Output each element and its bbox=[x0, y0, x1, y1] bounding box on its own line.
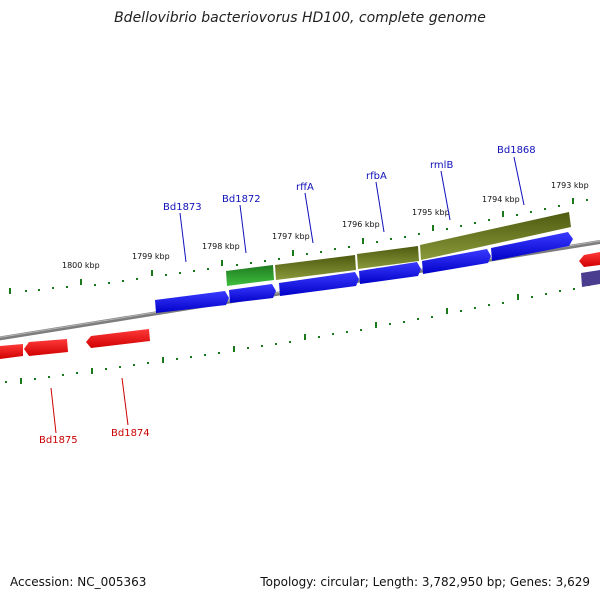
leader-line-Bd1868 bbox=[513, 156, 525, 206]
gene-label-rfbA[interactable]: rfbA bbox=[366, 171, 387, 182]
leader-line-Bd1873 bbox=[179, 212, 187, 263]
tick-label-1796: 1796 kbp bbox=[342, 220, 380, 229]
gene-arrow-partial-right[interactable] bbox=[581, 270, 600, 287]
gene-arrow-Bd1873[interactable] bbox=[155, 291, 229, 313]
gene-arrow-Bd1875[interactable] bbox=[24, 339, 68, 356]
gene-label-Bd1872[interactable]: Bd1872 bbox=[222, 194, 261, 205]
tick-label-1794: 1794 kbp bbox=[482, 195, 520, 204]
gene-arrow-rfbA[interactable] bbox=[359, 262, 421, 284]
gene-label-Bd1868[interactable]: Bd1868 bbox=[497, 145, 536, 156]
tick-label-1800: 1800 kbp bbox=[62, 261, 100, 270]
operon-segment-green bbox=[226, 265, 274, 286]
leader-line-rfbA bbox=[375, 181, 385, 233]
reverse-gene-track bbox=[0, 252, 600, 359]
leader-line-rffA bbox=[304, 192, 314, 244]
leader-line-rmlB bbox=[440, 170, 451, 221]
gene-label-rmlB[interactable]: rmlB bbox=[430, 160, 453, 171]
gene-arrow-partial-left[interactable] bbox=[0, 344, 23, 359]
operon-track bbox=[226, 212, 571, 286]
gene-arrow-rmlB[interactable] bbox=[422, 249, 491, 274]
tick-label-1798: 1798 kbp bbox=[202, 242, 240, 251]
forward-gene-track bbox=[155, 232, 600, 313]
gene-label-rffA[interactable]: rffA bbox=[296, 182, 314, 193]
leader-line-Bd1872 bbox=[239, 204, 247, 254]
tick-label-1799: 1799 kbp bbox=[132, 252, 170, 261]
accession-text: Accession: NC_005363 bbox=[10, 575, 147, 589]
inner-tick-ring bbox=[5, 280, 590, 384]
gene-label-Bd1875[interactable]: Bd1875 bbox=[39, 435, 78, 446]
gene-arrow-Bd1874[interactable] bbox=[86, 329, 150, 348]
genome-summary-text: Topology: circular; Length: 3,782,950 bp… bbox=[260, 575, 590, 589]
gene-arrow-partial-right-red[interactable] bbox=[579, 252, 600, 267]
gene-label-Bd1873[interactable]: Bd1873 bbox=[163, 202, 202, 213]
tick-label-1795: 1795 kbp bbox=[412, 208, 450, 217]
leader-line-Bd1875 bbox=[50, 387, 57, 434]
operon-segment-olive-2 bbox=[357, 246, 419, 269]
tick-label-1797: 1797 kbp bbox=[272, 232, 310, 241]
operon-segment-olive-1 bbox=[275, 255, 356, 280]
genome-title: Bdellovibrio bacteriovorus HD100, comple… bbox=[114, 10, 486, 26]
operon-segment-olive-3 bbox=[420, 212, 571, 260]
outer-tick-ring bbox=[9, 198, 588, 294]
gene-arrow-rffA[interactable] bbox=[279, 272, 359, 296]
tick-label-1793: 1793 kbp bbox=[551, 181, 589, 190]
gene-arrow-Bd1872[interactable] bbox=[229, 284, 276, 303]
leader-line-Bd1874 bbox=[121, 377, 129, 426]
gene-label-Bd1874[interactable]: Bd1874 bbox=[111, 428, 150, 439]
gene-arrow-Bd1868[interactable] bbox=[491, 232, 573, 261]
